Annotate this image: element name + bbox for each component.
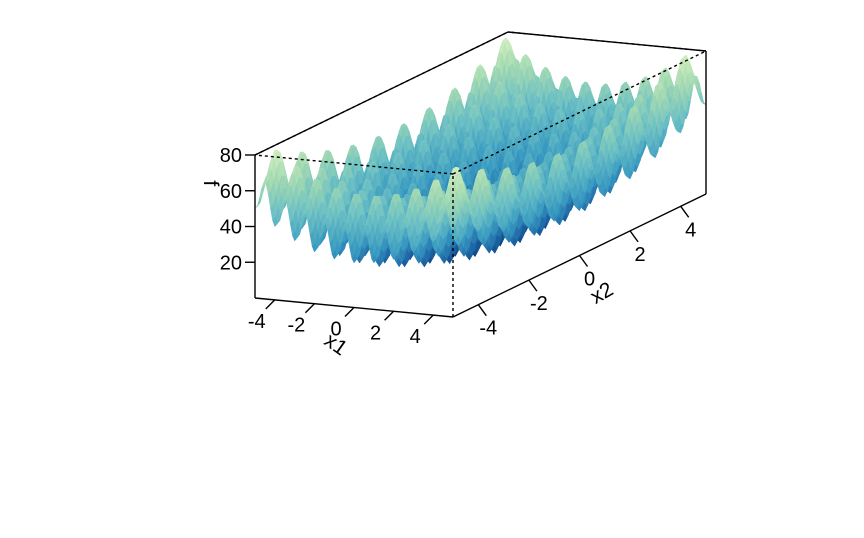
surface: [254, 37, 707, 268]
